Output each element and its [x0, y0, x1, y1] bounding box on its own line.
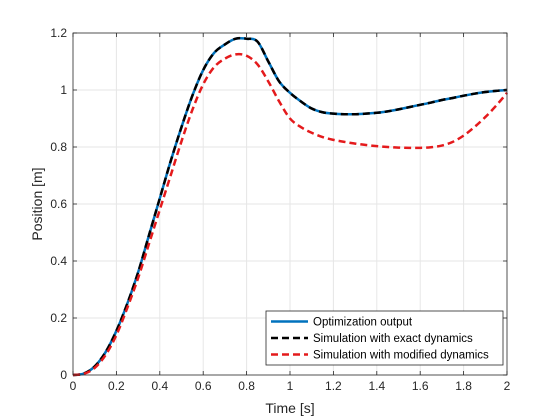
ticks: [72, 32, 508, 376]
x-tick-label: 0.6: [195, 379, 212, 393]
tick-labels: 0 0.2 0.4 0.6 0.8 1 1.2 1.4 1.6 1.8 2 0 0.2 0.4 0.6 0.8…: [50, 26, 510, 393]
x-tick-label: 0.8: [238, 379, 255, 393]
x-tick-label: 2: [504, 379, 511, 393]
y-axis-label: Position [m]: [29, 167, 45, 240]
x-tick-label: 0: [70, 379, 77, 393]
x-tick-label: 1: [287, 379, 294, 393]
legend-label-optimization-output: Optimization output: [313, 317, 413, 329]
x-axis-label: Time [s]: [265, 400, 314, 416]
y-tick-label: 0.2: [50, 311, 67, 325]
x-tick-label: 0.2: [108, 379, 125, 393]
y-tick-label: 0: [60, 368, 67, 382]
x-tick-label: 1.6: [412, 379, 429, 393]
series-line-exact-dynamics: [72, 36, 508, 377]
y-tick-label: 0.4: [50, 254, 67, 268]
legend-label-modified-dynamics: Simulation with modified dynamics: [313, 350, 489, 362]
x-tick-label: 0.4: [151, 379, 168, 393]
y-tick-label: 0.8: [50, 140, 67, 154]
x-tick-label: 1.8: [455, 379, 472, 393]
y-tick-label: 1.2: [50, 26, 67, 40]
x-tick-label: 1.4: [368, 379, 385, 393]
x-tick-label: 1.2: [325, 379, 342, 393]
y-tick-label: 0.6: [50, 197, 67, 211]
plot-lines: [72, 36, 508, 377]
y-tick-label: 1: [60, 83, 67, 97]
legend: Optimization output Simulation with exac…: [265, 310, 504, 366]
legend-label-exact-dynamics: Simulation with exact dynamics: [313, 333, 473, 345]
series-line-modified-dynamics: [72, 52, 508, 377]
